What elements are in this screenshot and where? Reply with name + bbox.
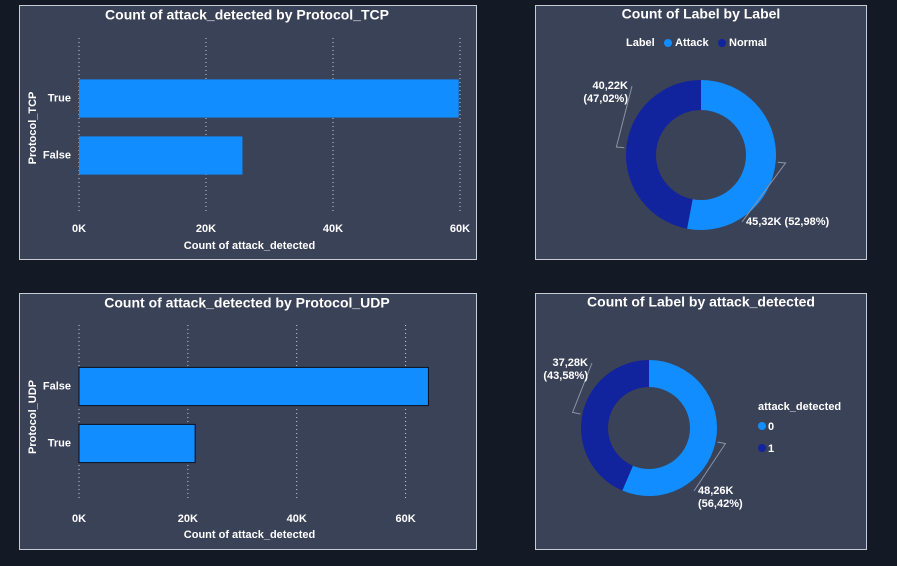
y-tick-label: True — [48, 437, 71, 449]
bar — [78, 366, 429, 407]
bar — [79, 136, 243, 175]
chart-title: Count of Label by Label — [622, 6, 781, 22]
panel — [19, 293, 477, 550]
legend-swatch — [758, 444, 766, 452]
leader-line — [571, 362, 593, 415]
x-tick-label: 60K — [395, 513, 415, 525]
legend-swatch — [718, 39, 726, 47]
bar — [79, 79, 459, 118]
donut-slice — [626, 80, 701, 229]
data-label: 40,22K (47,02%) — [583, 80, 628, 105]
legend-entry: 1 — [768, 443, 774, 455]
panel — [19, 5, 477, 260]
y-tick-label: False — [43, 149, 71, 161]
data-label: 37,28K (43,58%) — [543, 357, 588, 382]
chart-title: Count of attack_detected by Protocol_UDP — [104, 295, 390, 311]
x-tick-label: 0K — [72, 223, 86, 235]
x-tick-label: 60K — [450, 223, 470, 235]
x-tick-label: 20K — [196, 223, 216, 235]
y-tick-label: True — [48, 92, 71, 104]
x-tick-label: 40K — [287, 513, 307, 525]
leader-line — [741, 161, 787, 223]
chart-title: Count of attack_detected by Protocol_TCP — [105, 7, 389, 23]
data-label: 45,32K (52,98%) — [746, 216, 829, 228]
legend-entry: 0 — [768, 421, 774, 433]
legend-title: Label — [626, 37, 655, 49]
x-axis-title: Count of attack_detected — [184, 529, 315, 541]
y-tick-label: False — [43, 380, 71, 392]
bar — [78, 423, 196, 464]
donut-slice — [580, 360, 649, 491]
donut-slice — [622, 360, 717, 496]
legend-swatch — [758, 422, 766, 430]
legend-entry: Attack — [675, 37, 710, 49]
y-axis-title: Protocol_UDP — [27, 380, 39, 454]
x-axis-title: Count of attack_detected — [184, 240, 315, 252]
data-label: 48,26K (56,42%) — [698, 485, 743, 510]
legend-title: attack_detected — [758, 401, 841, 413]
y-axis-title: Protocol_TCP — [27, 92, 39, 165]
leader-line — [693, 441, 727, 492]
chart-title: Count of Label by attack_detected — [587, 294, 815, 310]
leader-line — [615, 85, 633, 149]
x-tick-label: 20K — [178, 513, 198, 525]
donut-slice — [687, 80, 777, 231]
x-tick-label: 40K — [323, 223, 343, 235]
legend-swatch — [664, 39, 672, 47]
legend-entry: Normal — [729, 37, 767, 49]
x-tick-label: 0K — [72, 513, 86, 525]
